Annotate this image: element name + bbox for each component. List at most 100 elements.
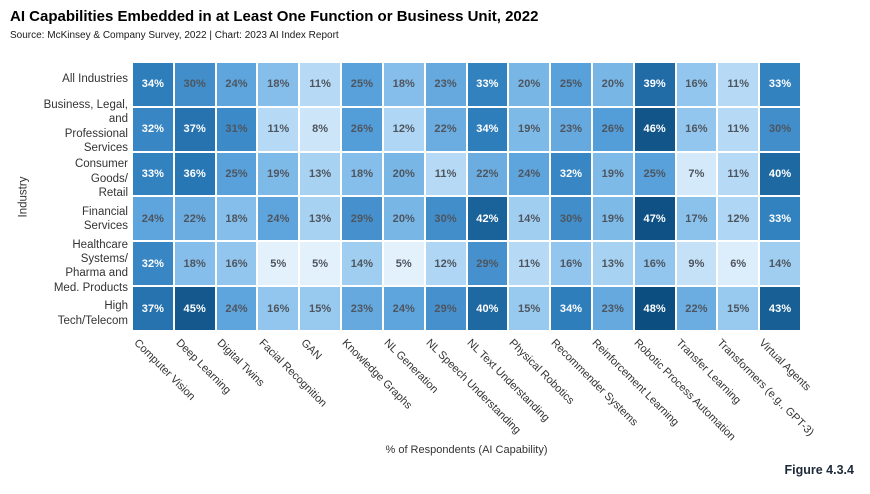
heatmap-cell: 23%: [342, 287, 382, 330]
heatmap: 34% 30% 24% 18% 11% 25% 18% 23% 33% 20% 25% 20% 39% 1…: [133, 63, 800, 330]
row-labels: All Industries Business, Legal, and Profe…: [40, 63, 128, 330]
heatmap-cell: 37%: [133, 287, 173, 330]
heatmap-cell: 18%: [174, 242, 215, 286]
heatmap-cell: 5%: [383, 242, 424, 286]
heatmap-cell: 29%: [467, 242, 508, 286]
heatmap-cell: 29%: [342, 197, 382, 241]
heatmap-cell: 20%: [509, 63, 550, 106]
chart-source: Source: McKinsey & Company Survey, 2022 …: [10, 30, 339, 41]
heatmap-cell: 11%: [718, 152, 759, 196]
heatmap-cell: 13%: [300, 152, 341, 196]
y-axis-title: Industry: [17, 176, 30, 217]
column-label: GAN: [298, 337, 324, 363]
heatmap-cell: 15%: [718, 287, 759, 330]
heatmap-cell: 7%: [676, 152, 717, 196]
column-label: NL Text Understanding: [464, 337, 553, 425]
heatmap-cell: 13%: [300, 197, 341, 241]
heatmap-cell: 16%: [216, 242, 257, 286]
heatmap-cell: 46%: [634, 107, 675, 151]
heatmap-cell: 15%: [509, 287, 550, 330]
heatmap-cell: 18%: [216, 197, 257, 241]
heatmap-cell: 14%: [760, 242, 800, 286]
heatmap-cell: 9%: [676, 242, 717, 286]
heatmap-cell: 23%: [425, 63, 466, 106]
heatmap-cell: 34%: [467, 107, 508, 151]
heatmap-cell: 34%: [133, 63, 173, 106]
heatmap-cell: 43%: [760, 287, 800, 330]
heatmap-cell: 30%: [760, 107, 800, 151]
heatmap-cell: 16%: [551, 242, 591, 286]
row-label: Consumer Goods/ Retail: [74, 158, 128, 200]
heatmap-cell: 24%: [509, 152, 550, 196]
heatmap-cell: 16%: [676, 63, 717, 106]
heatmap-cell: 26%: [592, 107, 633, 151]
heatmap-cell: 19%: [509, 107, 550, 151]
heatmap-cell: 11%: [718, 63, 759, 106]
heatmap-cell: 48%: [634, 287, 675, 330]
heatmap-cell: 25%: [342, 63, 382, 106]
heatmap-cell: 25%: [634, 152, 675, 196]
heatmap-cell: 31%: [216, 107, 257, 151]
heatmap-cell: 33%: [760, 197, 800, 241]
heatmap-cell: 11%: [425, 152, 466, 196]
heatmap-cell: 30%: [551, 197, 591, 241]
heatmap-cell: 12%: [425, 242, 466, 286]
heatmap-cell: 17%: [676, 197, 717, 241]
heatmap-cell: 20%: [383, 152, 424, 196]
x-axis-title: % of Respondents (AI Capability): [385, 444, 548, 456]
heatmap-cell: 37%: [174, 107, 215, 151]
heatmap-cell: 40%: [760, 152, 800, 196]
row-label: Business, Legal, and Professional Servic…: [43, 98, 128, 155]
heatmap-cell: 11%: [258, 107, 299, 151]
heatmap-cell: 32%: [133, 107, 173, 151]
heatmap-cell: 24%: [383, 287, 424, 330]
heatmap-cell: 25%: [551, 63, 591, 106]
heatmap-cell: 22%: [676, 287, 717, 330]
heatmap-cell: 18%: [258, 63, 299, 106]
heatmap-cell: 11%: [718, 107, 759, 151]
heatmap-cell: 24%: [216, 287, 257, 330]
column-labels: Computer Vision Deep Learning Digital Twin…: [0, 337, 870, 457]
row-label: Financial Services: [81, 205, 128, 233]
heatmap-cell: 19%: [592, 152, 633, 196]
heatmap-cell: 29%: [425, 287, 466, 330]
row-label: High Tech/Telecom: [57, 300, 128, 327]
heatmap-cell: 18%: [342, 152, 382, 196]
heatmap-cell: 22%: [467, 152, 508, 196]
heatmap-cell: 14%: [509, 197, 550, 241]
heatmap-cell: 12%: [718, 197, 759, 241]
heatmap-cell: 20%: [383, 197, 424, 241]
heatmap-cell: 22%: [174, 197, 215, 241]
heatmap-cell: 23%: [592, 287, 633, 330]
heatmap-cell: 16%: [676, 107, 717, 151]
heatmap-cell: 8%: [300, 107, 341, 151]
heatmap-cell: 34%: [551, 287, 591, 330]
heatmap-cell: 5%: [300, 242, 341, 286]
y-axis-title-wrap: Industry: [14, 63, 32, 330]
heatmap-cell: 18%: [383, 63, 424, 106]
heatmap-cell: 16%: [258, 287, 299, 330]
heatmap-cell: 25%: [216, 152, 257, 196]
chart-title: AI Capabilities Embedded in at Least One…: [10, 8, 539, 25]
heatmap-cell: 11%: [509, 242, 550, 286]
heatmap-cell: 16%: [634, 242, 675, 286]
heatmap-cell: 47%: [634, 197, 675, 241]
heatmap-cell: 6%: [718, 242, 759, 286]
column-label: Knowledge Graphs: [339, 337, 415, 412]
heatmap-cell: 33%: [467, 63, 508, 106]
heatmap-cell: 36%: [174, 152, 215, 196]
heatmap-cell: 32%: [551, 152, 591, 196]
heatmap-cell: 40%: [467, 287, 508, 330]
heatmap-cell: 26%: [342, 107, 382, 151]
heatmap-cell: 23%: [551, 107, 591, 151]
row-label: Healthcare Systems/ Pharma and Med. Prod…: [53, 238, 128, 294]
figure-label: Figure 4.3.4: [784, 463, 854, 477]
heatmap-cell: 30%: [174, 63, 215, 106]
heatmap-cell: 15%: [300, 287, 341, 330]
heatmap-cell: 30%: [425, 197, 466, 241]
heatmap-cell: 22%: [425, 107, 466, 151]
heatmap-cell: 12%: [383, 107, 424, 151]
heatmap-cell: 24%: [258, 197, 299, 241]
heatmap-cell: 45%: [174, 287, 215, 330]
